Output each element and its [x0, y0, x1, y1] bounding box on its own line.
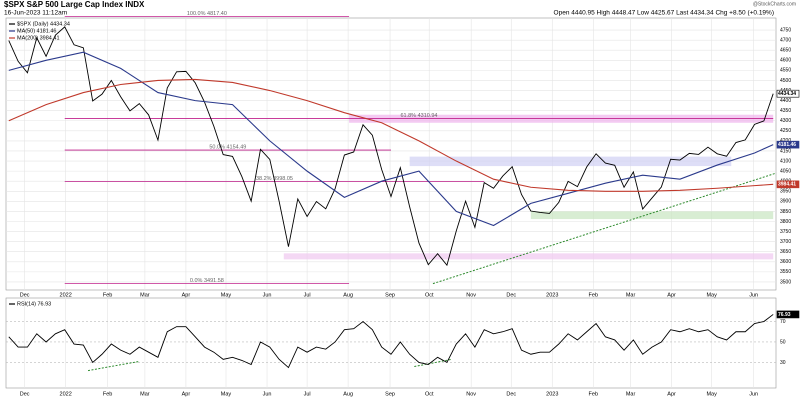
fib-label: 0.0% 3491.58: [190, 278, 224, 284]
x-tick-label: Dec: [506, 292, 516, 298]
legend-label: MA(50) 4181.46: [17, 28, 56, 34]
x-tick-label: May: [221, 292, 232, 298]
x-tick-label: Sep: [385, 391, 395, 397]
y-tick-label: 3900: [780, 199, 791, 205]
y-tick-label: 3700: [780, 239, 791, 245]
x-tick-label: Apr: [667, 391, 676, 397]
x-tick-label: Nov: [466, 292, 476, 298]
x-tick-label: Feb: [589, 391, 598, 397]
last-value-label: 4181.46: [778, 142, 796, 148]
last-value-tag: [776, 140, 800, 149]
y-tick-label: 4250: [780, 128, 791, 134]
x-tick-label: 2022: [60, 391, 72, 397]
trendline: [432, 172, 777, 285]
x-tick-label: Jun: [749, 391, 758, 397]
x-tick-label: Mar: [626, 292, 636, 298]
last-value-tag: [776, 180, 800, 189]
x-tick-label: Dec: [20, 391, 30, 397]
y-tick-label: 4700: [780, 37, 791, 43]
y-tick-label: 4750: [780, 27, 791, 33]
series-line: [8, 51, 774, 227]
y-tick-label: 3850: [780, 209, 791, 215]
timestamp: 16-Jun-2023 11:12am: [4, 10, 67, 17]
y-tick-label: 3550: [780, 269, 791, 275]
x-tick-label: Mar: [140, 292, 150, 298]
y-tick-label: 3600: [780, 259, 791, 265]
x-tick-label: Apr: [182, 391, 191, 397]
x-tick-label: May: [706, 391, 717, 397]
y-tick-label: 3650: [780, 249, 791, 255]
rsi-frame: [5, 297, 777, 389]
y-tick-label: 4050: [780, 168, 791, 174]
last-value-tag: [776, 310, 800, 319]
x-tick-label: 2023: [546, 391, 558, 397]
y-tick-label: 3750: [780, 229, 791, 235]
x-tick-label: Oct: [425, 292, 434, 298]
credit: @StockCharts.com: [753, 1, 796, 7]
x-tick-label: Feb: [103, 292, 112, 298]
x-tick-label: Jun: [263, 292, 272, 298]
trendline: [414, 358, 452, 368]
price-frame: [5, 17, 777, 291]
y-tick-label: 4400: [780, 98, 791, 104]
fib-label: 61.8% 4310.94: [400, 113, 437, 119]
x-tick-label: Feb: [103, 391, 112, 397]
zone: [530, 211, 774, 220]
x-tick-label: 2022: [60, 292, 72, 298]
y-tick-label: 4100: [780, 158, 791, 164]
y-tick-label: 4300: [780, 118, 791, 124]
fib-label: 100.0% 4817.40: [187, 11, 227, 17]
x-tick-label: Dec: [20, 292, 30, 298]
x-tick-label: Mar: [140, 391, 150, 397]
y-tick-label: 50: [780, 339, 786, 345]
x-tick-label: Oct: [425, 391, 434, 397]
x-tick-label: Feb: [589, 292, 598, 298]
y-tick-label: 4500: [780, 78, 791, 84]
series-line: [8, 26, 774, 267]
x-tick-label: Jun: [749, 292, 758, 298]
chart-title: $SPX S&P 500 Large Cap Index INDX: [4, 0, 145, 9]
y-tick-label: 4650: [780, 48, 791, 54]
y-tick-label: 4350: [780, 108, 791, 114]
y-tick-label: 4550: [780, 68, 791, 74]
x-tick-label: Jul: [304, 292, 311, 298]
series-line: [8, 78, 774, 192]
y-tick-label: 3950: [780, 189, 791, 195]
y-tick-label: 70: [780, 319, 786, 325]
y-tick-label: 3500: [780, 279, 791, 285]
zone: [283, 253, 774, 260]
legend-label: RSI(14) 76.93: [17, 301, 51, 307]
y-tick-label: 30: [780, 360, 786, 366]
x-tick-label: Apr: [182, 292, 191, 298]
y-tick-label: 4150: [780, 148, 791, 154]
last-value-label: 3984.41: [778, 182, 796, 188]
x-tick-label: Dec: [506, 391, 516, 397]
x-tick-label: Nov: [466, 391, 476, 397]
zone: [409, 156, 732, 167]
legend-label: $SPX (Daily) 4434.34: [17, 21, 70, 27]
last-value-tag: [776, 89, 800, 98]
y-tick-label: 3800: [780, 219, 791, 225]
last-value-label: 76.93: [778, 312, 791, 318]
x-tick-label: Aug: [343, 292, 353, 298]
x-tick-label: Apr: [667, 292, 676, 298]
x-tick-label: Sep: [385, 292, 395, 298]
x-tick-label: Jun: [263, 391, 272, 397]
x-tick-label: Aug: [343, 391, 353, 397]
trendline: [87, 360, 140, 372]
x-tick-label: 2023: [546, 292, 558, 298]
fib-label: 50.0% 4154.49: [209, 145, 246, 151]
x-tick-label: Mar: [626, 391, 636, 397]
x-tick-label: May: [221, 391, 232, 397]
legend-label: MA(200) 3984.41: [17, 35, 60, 41]
last-value-label: 4434.34: [778, 91, 796, 97]
series-line: [8, 314, 774, 369]
y-tick-label: 4600: [780, 58, 791, 64]
quote: Open 4440.95 High 4448.47 Low 4425.67 La…: [554, 10, 774, 17]
x-tick-label: Jul: [304, 391, 311, 397]
x-tick-label: May: [706, 292, 717, 298]
